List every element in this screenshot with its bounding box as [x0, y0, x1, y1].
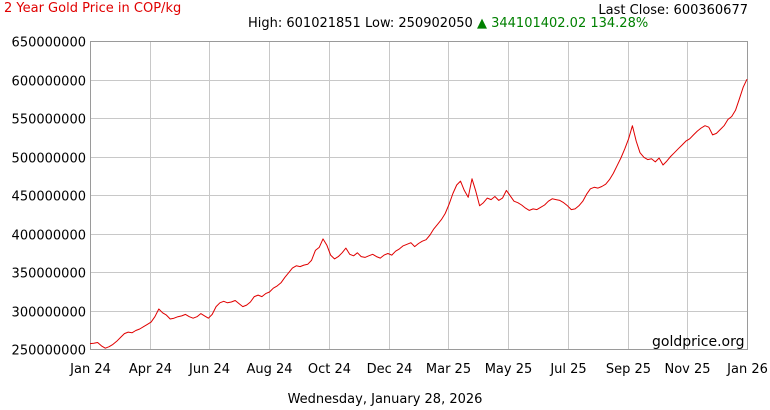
- up-arrow-icon: ▲: [476, 16, 487, 31]
- high-label: High: 601021851: [248, 16, 361, 31]
- x-tick-label: Aug 24: [246, 362, 292, 377]
- y-tick-label: 400000000: [12, 229, 86, 244]
- x-tick-label: Jan 24: [69, 362, 111, 377]
- y-tick-label: 600000000: [12, 75, 86, 90]
- y-tick-label: 550000000: [12, 113, 86, 128]
- change-label: 344101402.02 134.28%: [491, 16, 649, 31]
- price-stats: High: 601021851 Low: 250902050 ▲ 3441014…: [248, 16, 648, 31]
- y-tick-label: 450000000: [12, 190, 86, 205]
- x-tick-label: Jun 24: [188, 362, 230, 377]
- y-tick-label: 350000000: [12, 267, 86, 282]
- plot-frame: [90, 41, 748, 350]
- chart-title: 2 Year Gold Price in COP/kg: [4, 1, 182, 16]
- y-tick-label: 300000000: [12, 306, 86, 321]
- x-tick-label: Jan 26: [726, 362, 768, 377]
- footer-date: Wednesday, January 28, 2026: [287, 392, 483, 407]
- y-tick-label: 250000000: [12, 344, 86, 359]
- y-tick-label: 500000000: [12, 152, 86, 167]
- low-label: Low: 250902050: [364, 16, 473, 31]
- x-tick-label: May 25: [485, 362, 533, 377]
- watermark: goldprice.org: [652, 334, 745, 350]
- x-tick-label: Nov 25: [664, 362, 710, 377]
- x-tick-label: Oct 24: [308, 362, 351, 377]
- x-tick-label: Mar 25: [426, 362, 471, 377]
- x-tick-label: Sep 25: [606, 362, 651, 377]
- y-tick-label: 650000000: [12, 36, 86, 51]
- x-tick-label: Dec 24: [367, 362, 413, 377]
- x-tick-label: Jul 25: [549, 362, 586, 377]
- price-line: [89, 78, 748, 349]
- x-tick-label: Apr 24: [129, 362, 172, 377]
- last-close-label: Last Close: 600360677: [598, 3, 748, 18]
